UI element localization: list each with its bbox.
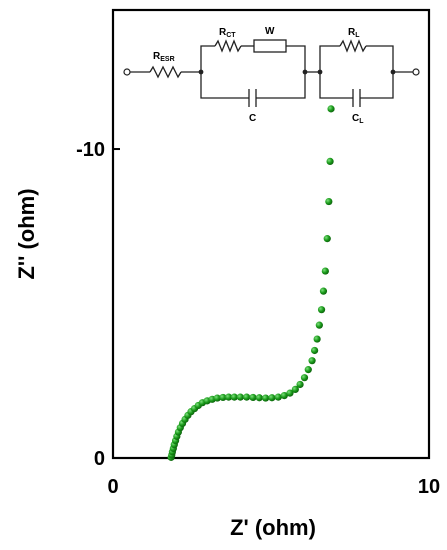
data-point	[274, 393, 282, 401]
data-point	[311, 346, 319, 355]
left-terminal	[123, 68, 131, 76]
resistor-ct-icon	[214, 39, 242, 53]
axis-ticks: 0 10 0 -10	[76, 139, 440, 498]
data-point	[219, 393, 227, 402]
data-point	[230, 393, 238, 401]
wire-segment	[360, 72, 394, 99]
wire-segment	[286, 45, 306, 72]
data-series	[167, 105, 335, 461]
data-point	[213, 394, 221, 402]
data-point	[325, 197, 333, 206]
x-tick-label: 0	[107, 476, 118, 498]
data-point	[249, 393, 257, 402]
label-w: W	[265, 26, 275, 37]
resistor-l-icon	[339, 39, 367, 53]
label-c-l: CL	[352, 113, 364, 125]
right-terminal	[412, 68, 420, 76]
data-point	[255, 394, 263, 402]
x-tick-label: 10	[418, 476, 440, 498]
capacitor-cl-icon	[352, 89, 361, 107]
data-point	[323, 235, 331, 243]
data-point	[296, 380, 304, 389]
y-axis-title: Z'' (ohm)	[14, 188, 39, 279]
label-r-esr: RESR	[153, 51, 175, 63]
wire-segment	[256, 72, 306, 99]
data-point	[315, 321, 323, 329]
data-point	[268, 394, 276, 402]
wire-segment	[200, 45, 215, 72]
wire-segment	[319, 72, 353, 99]
data-point	[280, 391, 288, 400]
label-r-l: RL	[348, 27, 360, 39]
data-point	[319, 287, 328, 295]
data-point	[327, 105, 335, 113]
data-point	[304, 366, 312, 374]
resistor-esr-icon	[149, 65, 182, 79]
data-point	[326, 157, 334, 165]
wire-segment	[319, 45, 340, 72]
data-point	[243, 393, 251, 401]
plot-area-frame	[111, 8, 431, 460]
wire-segment	[366, 45, 394, 72]
data-point	[225, 393, 233, 401]
label-r-ct: RCT	[219, 27, 236, 39]
data-point	[291, 385, 299, 394]
x-axis-title: Z' (ohm)	[230, 515, 316, 540]
label-c: C	[249, 113, 256, 124]
data-point	[300, 374, 309, 382]
warburg-element-icon	[253, 39, 287, 53]
y-tick-label: -10	[76, 139, 105, 161]
data-point	[317, 306, 326, 314]
data-point	[321, 267, 329, 275]
data-point	[262, 394, 270, 402]
equivalent-circuit-inset: RESR RCT W C RL CL	[123, 26, 420, 125]
data-point	[308, 357, 316, 365]
data-point	[236, 393, 244, 401]
y-tick-label: 0	[94, 448, 105, 470]
wire-segment	[200, 72, 249, 99]
data-point	[313, 335, 321, 343]
capacitor-c-icon	[248, 89, 257, 107]
data-point	[286, 389, 294, 397]
